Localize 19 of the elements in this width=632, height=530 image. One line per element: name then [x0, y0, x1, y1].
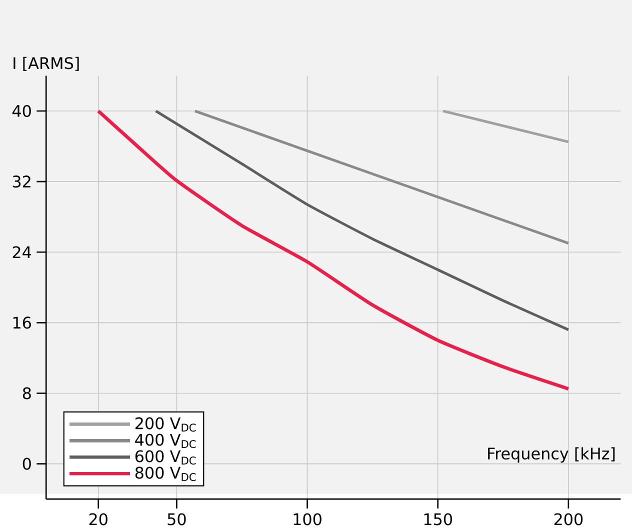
line-series — [154, 110, 570, 332]
x-tick-label: 100 — [294, 513, 322, 526]
line-series — [96, 109, 570, 391]
x-axis-title: Frequency [kHz] — [488, 447, 615, 463]
x-tick-label: 150 — [424, 513, 452, 526]
x-tick-label: 20 — [89, 513, 108, 526]
y-tick-label: 0 — [22, 458, 31, 470]
x-tick-label: 50 — [168, 513, 186, 526]
y-tick-label: 32 — [12, 176, 30, 188]
legend-label: 600 V$_{DC}$ — [135, 450, 196, 465]
y-tick-label: 24 — [12, 246, 32, 258]
legend-label: 200 V$_{DC}$ — [135, 417, 196, 432]
legend-label: 800 V$_{DC}$ — [135, 466, 196, 482]
legend-label: 400 V$_{DC}$ — [135, 434, 196, 448]
y-tick-label: 16 — [13, 316, 31, 329]
x-tick-label: 200 — [554, 513, 583, 526]
y-tick-label: 40 — [12, 105, 31, 118]
y-tick-label: 8 — [22, 387, 31, 400]
y-axis-title: I [ARMS] — [14, 56, 79, 72]
